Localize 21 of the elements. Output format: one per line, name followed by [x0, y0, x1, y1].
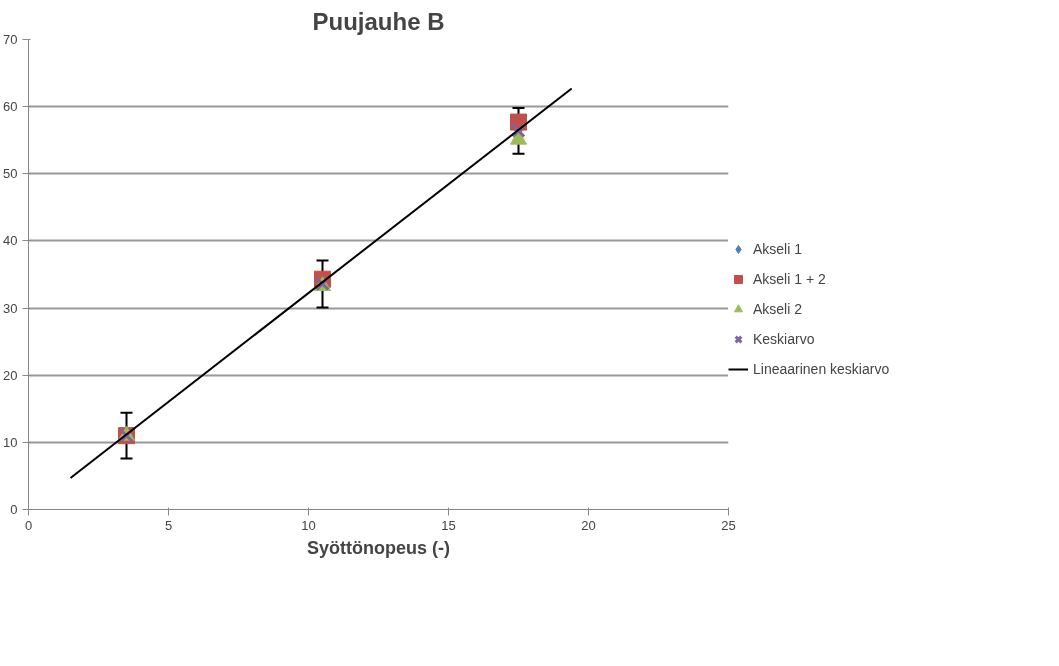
x-tick-label: 0: [24, 517, 33, 533]
y-tick-label: 40: [3, 233, 18, 249]
chart-title: Puujauhe B: [312, 7, 445, 35]
legend-label: Keskiarvo: [753, 331, 815, 347]
x-tick-label: 10: [301, 517, 316, 533]
x-tick-label: 5: [164, 517, 173, 533]
y-tick-label: 30: [3, 300, 18, 316]
x-tick-label: 25: [721, 517, 736, 533]
y-tick-label: 20: [3, 367, 18, 383]
legend-label: Akseli 1 + 2: [753, 271, 826, 287]
x-tick-label: 20: [581, 517, 596, 533]
x-axis-title: Syöttönopeus (-): [307, 537, 450, 558]
y-tick-label: 0: [10, 502, 18, 517]
x-tick-label: 15: [441, 517, 456, 533]
y-tick-label: 10: [3, 434, 18, 450]
legend-label: Lineaarinen keskiarvo: [753, 361, 890, 377]
y-tick-label: 70: [3, 32, 18, 47]
legend-label: Akseli 1: [753, 241, 803, 257]
y-tick-label: 50: [3, 166, 18, 182]
y-tick-label: 60: [3, 99, 18, 115]
legend-label: Akseli 2: [753, 301, 803, 317]
